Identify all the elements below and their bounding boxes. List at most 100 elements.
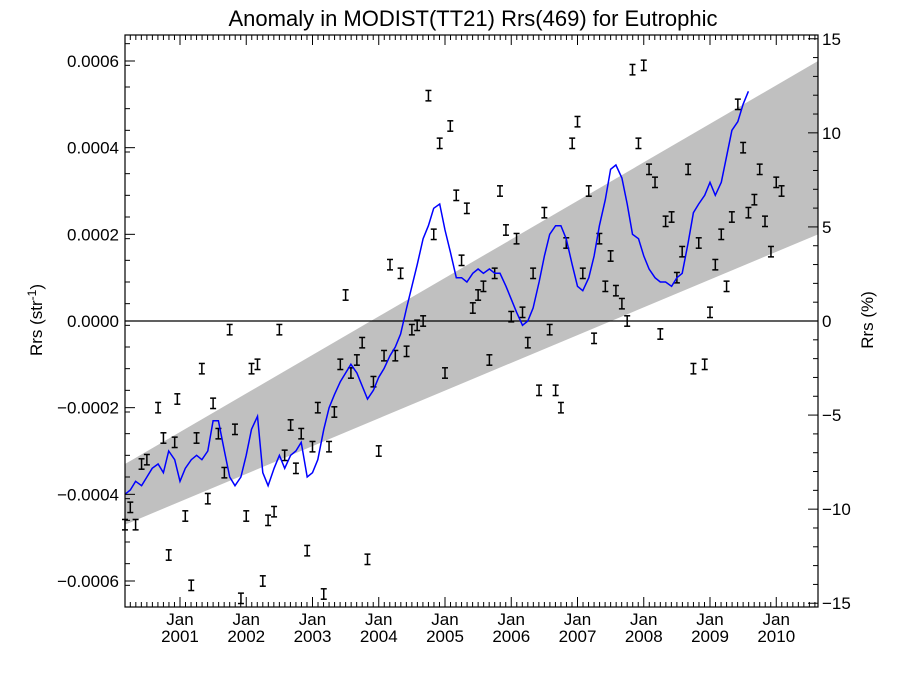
x-tick-label-month: Jan xyxy=(233,610,260,629)
data-point xyxy=(292,462,299,475)
y-axis-label-left: Rrs (str-1) xyxy=(25,284,46,356)
x-tick-label-month: Jan xyxy=(763,610,790,629)
y-tick-label-right: 5 xyxy=(822,218,831,237)
data-point xyxy=(574,115,581,128)
x-tick-label-month: Jan xyxy=(696,610,723,629)
data-point xyxy=(723,280,730,293)
data-point xyxy=(591,332,598,345)
data-point xyxy=(541,206,548,219)
data-point xyxy=(502,224,509,236)
x-tick-label-year: 2007 xyxy=(559,627,597,646)
data-point xyxy=(436,137,443,150)
y-tick-label-left: 0.0006 xyxy=(67,52,119,71)
data-point xyxy=(734,98,741,111)
data-point xyxy=(756,163,763,176)
data-point xyxy=(243,510,250,522)
data-point xyxy=(740,141,747,154)
data-point xyxy=(469,302,476,314)
data-point xyxy=(712,258,719,271)
data-point xyxy=(309,440,316,453)
data-point xyxy=(745,206,752,219)
data-point xyxy=(618,297,625,310)
data-point xyxy=(718,228,725,241)
data-point xyxy=(430,228,437,241)
data-point xyxy=(425,89,432,102)
data-point xyxy=(530,267,537,280)
data-point xyxy=(155,401,162,414)
data-point xyxy=(701,358,708,371)
data-point xyxy=(254,358,261,371)
data-point xyxy=(668,211,675,223)
y-tick-label-left: 0.0004 xyxy=(67,139,119,158)
data-point xyxy=(652,176,659,189)
data-point xyxy=(248,362,255,375)
y-tick-label-left: −0.0004 xyxy=(57,485,119,504)
data-point xyxy=(221,466,228,479)
data-point xyxy=(728,211,735,223)
data-point xyxy=(226,323,233,336)
data-point xyxy=(353,354,360,366)
data-point xyxy=(569,137,576,150)
x-tick-label-year: 2006 xyxy=(492,627,530,646)
data-point xyxy=(364,553,371,566)
data-point xyxy=(138,458,145,470)
data-point xyxy=(519,306,526,319)
data-point xyxy=(646,163,653,176)
data-point xyxy=(320,588,327,600)
data-point xyxy=(707,306,714,319)
data-point xyxy=(359,336,366,349)
data-point xyxy=(375,445,382,457)
trend-band xyxy=(125,61,818,525)
data-point xyxy=(640,59,647,72)
data-point xyxy=(281,449,288,462)
data-point xyxy=(685,163,692,176)
x-tick-label-month: Jan xyxy=(564,610,591,629)
data-point xyxy=(420,315,427,327)
data-point xyxy=(331,406,338,418)
data-point xyxy=(193,432,200,444)
data-point xyxy=(486,354,493,366)
y-axis-label-right: Rrs (%) xyxy=(858,291,877,349)
data-point xyxy=(165,549,172,561)
data-point xyxy=(237,592,244,605)
data-point xyxy=(403,345,410,358)
x-tick-label-year: 2002 xyxy=(227,627,265,646)
data-point xyxy=(513,232,520,245)
data-point xyxy=(298,427,305,440)
x-tick-label-month: Jan xyxy=(431,610,458,629)
data-point xyxy=(259,575,266,587)
data-point xyxy=(635,137,642,150)
y-tick-label-right: 15 xyxy=(822,30,841,49)
data-point xyxy=(496,185,503,197)
data-point xyxy=(657,328,664,340)
data-point xyxy=(287,419,294,431)
data-point xyxy=(143,453,150,466)
x-tick-label-month: Jan xyxy=(498,610,525,629)
data-point xyxy=(271,505,278,518)
data-point xyxy=(536,384,543,397)
x-tick-label-year: 2004 xyxy=(360,627,398,646)
y-axis-label-left-text: Rrs (str xyxy=(27,300,46,356)
x-tick-label-year: 2005 xyxy=(426,627,464,646)
data-point xyxy=(381,349,388,362)
data-point xyxy=(579,267,586,280)
data-point xyxy=(546,323,553,336)
data-point xyxy=(629,63,636,76)
x-tick-label-year: 2001 xyxy=(161,627,199,646)
data-point xyxy=(182,510,189,522)
data-point xyxy=(475,289,482,301)
data-point xyxy=(690,362,697,375)
data-point xyxy=(751,193,758,206)
data-point xyxy=(174,393,181,405)
y-tick-label-left: −0.0006 xyxy=(57,572,119,591)
chart-title: Anomaly in MODIST(TT21) Rrs(469) for Eut… xyxy=(228,6,717,31)
data-point xyxy=(447,120,454,132)
data-point xyxy=(602,280,609,293)
data-point xyxy=(607,250,614,262)
x-tick-label-month: Jan xyxy=(166,610,193,629)
data-point xyxy=(304,544,311,557)
data-point xyxy=(508,310,515,323)
y-tick-label-right: 0 xyxy=(822,312,831,331)
data-point xyxy=(326,440,333,453)
